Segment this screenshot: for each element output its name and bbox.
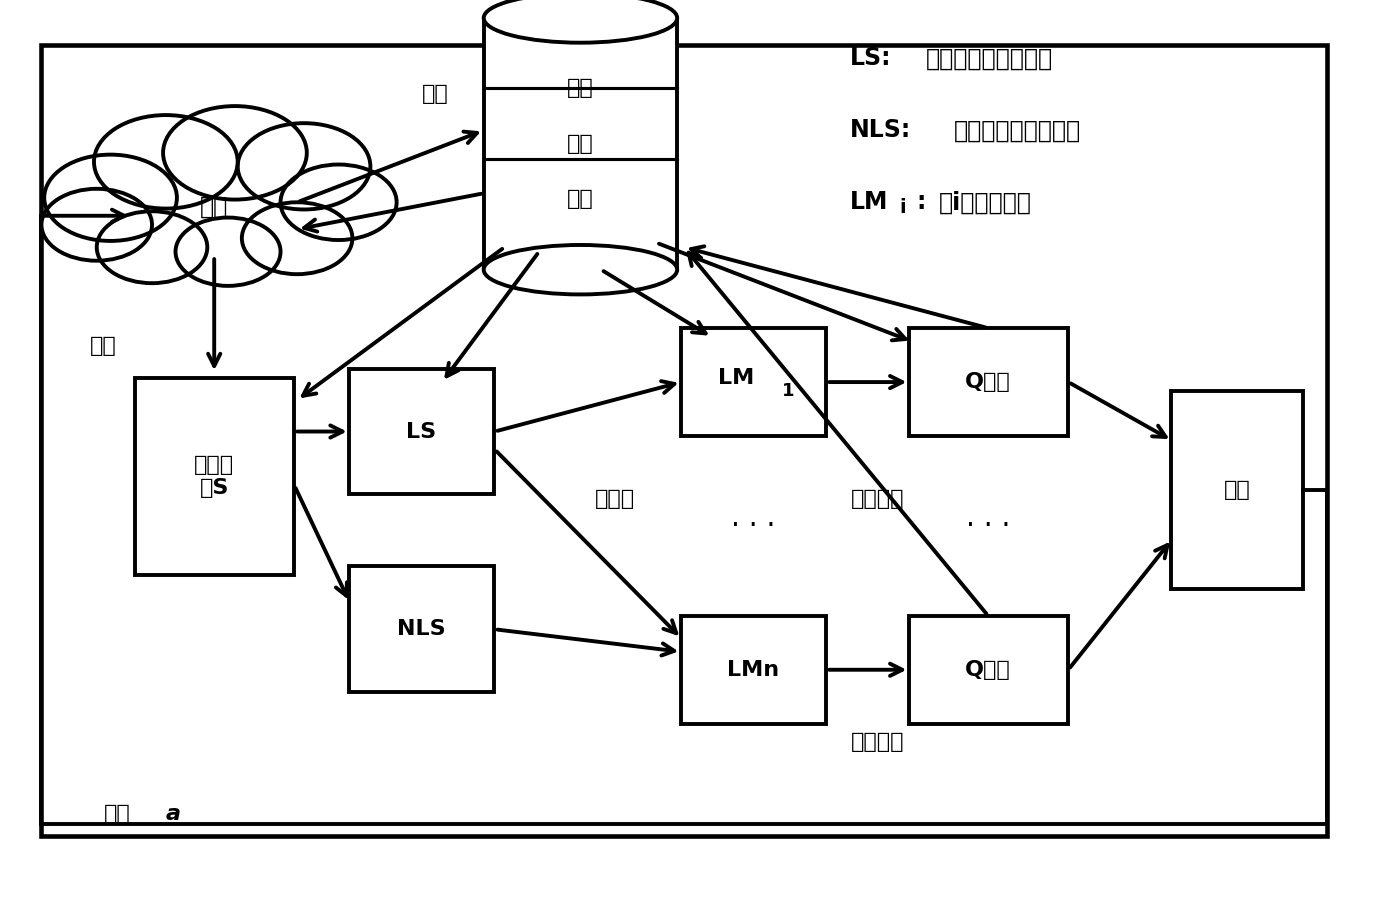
Circle shape: [163, 106, 307, 200]
Text: LM: LM: [850, 191, 889, 214]
Text: 模糊决策: 模糊决策: [851, 732, 904, 752]
Text: 需要学习的状态空间: 需要学习的状态空间: [926, 47, 1053, 70]
Circle shape: [281, 165, 397, 240]
Text: 更新: 更新: [422, 85, 449, 104]
Bar: [909, 328, 1067, 436]
Bar: [135, 378, 294, 575]
Text: 感知: 感知: [90, 336, 117, 356]
Text: · · ·: · · ·: [966, 512, 1010, 540]
Circle shape: [238, 123, 370, 209]
Text: LS: LS: [406, 422, 437, 441]
Circle shape: [97, 211, 207, 283]
Text: 政策: 政策: [567, 78, 594, 99]
Text: 无需学习的状态空间: 无需学习的状态空间: [954, 119, 1081, 142]
Text: 模糊决策: 模糊决策: [851, 489, 904, 509]
Bar: [484, 18, 677, 270]
Text: 数据: 数据: [567, 189, 594, 209]
Text: 决策: 决策: [1223, 480, 1251, 500]
Text: 状态空
间S: 状态空 间S: [193, 455, 235, 498]
Bar: [41, 45, 1327, 836]
Text: 规章: 规章: [567, 134, 594, 154]
Circle shape: [41, 189, 152, 261]
Bar: [909, 616, 1067, 724]
Text: :: :: [916, 191, 926, 214]
Text: Q学习: Q学习: [965, 372, 1012, 392]
Text: NLS:: NLS:: [850, 119, 911, 142]
Text: 1: 1: [781, 382, 795, 400]
Text: 第i个学习模块: 第i个学习模块: [938, 191, 1031, 214]
Text: a: a: [166, 804, 181, 823]
Circle shape: [94, 115, 238, 209]
Bar: [681, 328, 826, 436]
Ellipse shape: [484, 0, 677, 42]
Text: LS:: LS:: [850, 47, 891, 70]
Circle shape: [44, 155, 177, 241]
Circle shape: [242, 202, 352, 274]
Text: LMn: LMn: [727, 660, 779, 680]
Bar: [348, 566, 493, 692]
Ellipse shape: [484, 245, 677, 295]
Text: 环境: 环境: [200, 195, 228, 218]
Bar: [1172, 391, 1302, 589]
Circle shape: [176, 218, 281, 286]
Bar: [681, 616, 826, 724]
Bar: [348, 369, 493, 494]
Text: · · ·: · · ·: [731, 512, 775, 540]
Text: NLS: NLS: [397, 619, 446, 639]
Text: i: i: [900, 198, 907, 218]
Text: 动作: 动作: [104, 804, 130, 823]
Text: LM: LM: [719, 368, 755, 387]
Text: Q学习: Q学习: [965, 660, 1012, 680]
Text: 模块化: 模块化: [594, 489, 636, 509]
